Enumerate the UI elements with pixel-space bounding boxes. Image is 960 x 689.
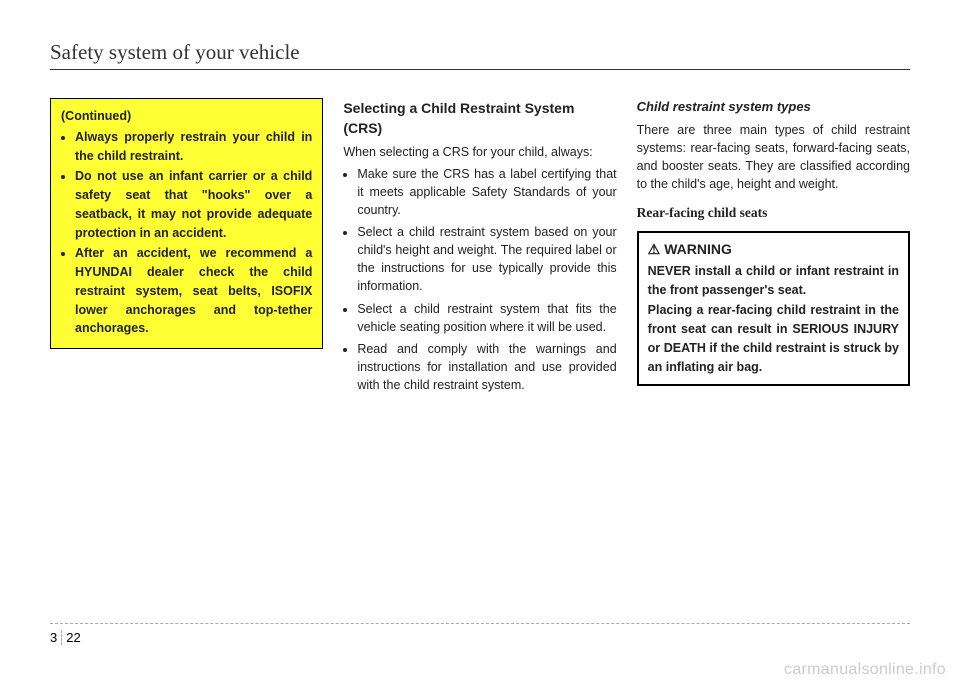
crs-bullet-list: Make sure the CRS has a label certifying… <box>343 165 616 395</box>
warning-title: ⚠ WARNING <box>648 239 899 260</box>
lead-text: When selecting a CRS for your child, alw… <box>343 143 616 161</box>
page-header: Safety system of your vehicle <box>50 40 910 70</box>
body-paragraph: There are three main types of child rest… <box>637 121 910 194</box>
warning-label: WARNING <box>664 239 732 260</box>
list-item: Make sure the CRS has a label certifying… <box>357 165 616 219</box>
column-3: Child restraint system types There are t… <box>637 98 910 398</box>
list-item: Select a child restraint system based on… <box>357 223 616 296</box>
italic-subheading: Child restraint system types <box>637 98 910 117</box>
chapter-number: 3 <box>50 630 62 645</box>
watermark: carmanualsonline.info <box>784 661 946 679</box>
warning-icon: ⚠ <box>648 239 661 260</box>
list-item: Read and comply with the warnings and in… <box>357 340 616 394</box>
page-no: 22 <box>66 630 80 645</box>
manual-page: Safety system of your vehicle (Continued… <box>0 0 960 689</box>
list-item: Select a child restraint system that fit… <box>357 300 616 336</box>
serif-subheading: Rear-facing child seats <box>637 203 910 223</box>
warning-text: Placing a rear-facing child restraint in… <box>648 301 899 376</box>
page-number: 3 22 <box>50 630 910 645</box>
continued-caution-box: (Continued) Always properly restrain you… <box>50 98 323 349</box>
caution-list: Always properly restrain your child in t… <box>61 128 312 338</box>
column-2: Selecting a Child Restraint System (CRS)… <box>343 98 616 398</box>
caution-item: Always properly restrain your child in t… <box>75 128 312 166</box>
continued-label: (Continued) <box>61 107 312 126</box>
warning-text: NEVER install a child or infant restrain… <box>648 262 899 300</box>
column-1: (Continued) Always properly restrain you… <box>50 98 323 398</box>
warning-box: ⚠ WARNING NEVER install a child or infan… <box>637 231 910 387</box>
page-footer: 3 22 <box>50 623 910 645</box>
section-title: Selecting a Child Restraint System (CRS) <box>343 98 616 139</box>
content-columns: (Continued) Always properly restrain you… <box>50 98 910 398</box>
caution-item: Do not use an infant carrier or a child … <box>75 167 312 242</box>
caution-item: After an accident, we recommend a HYUNDA… <box>75 244 312 338</box>
